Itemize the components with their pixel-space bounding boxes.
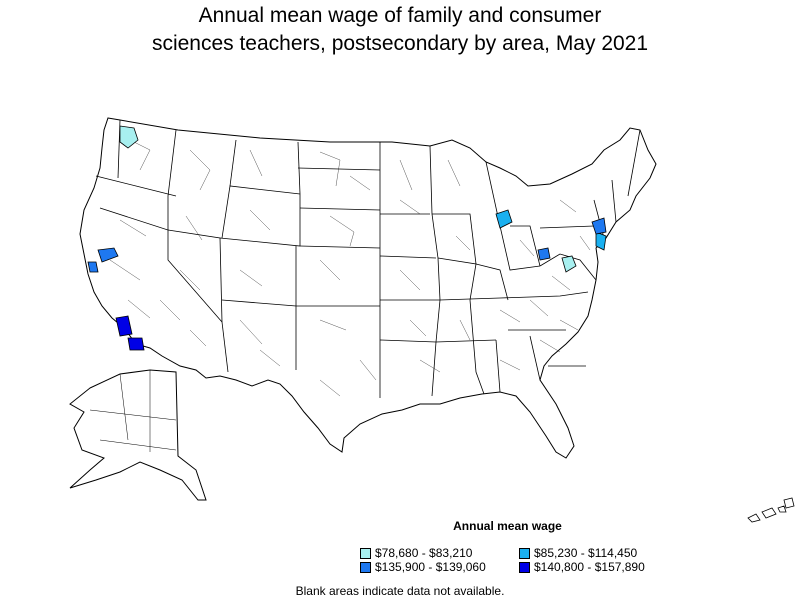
legend-swatch-tier3 (360, 561, 371, 573)
legend-label-tier2: $85,230 - $114,450 (534, 546, 638, 560)
area-tier4-los-angeles (115, 315, 133, 337)
legend-item-tier1: $78,680 - $83,210 (360, 546, 472, 560)
area-tier2-new-jersey (595, 231, 607, 251)
legend-swatch-tier4 (519, 561, 530, 573)
legend-title: Annual mean wage (453, 519, 562, 533)
legend-item-tier2: $85,230 - $114,450 (519, 546, 637, 560)
area-tier3-ohio (537, 247, 551, 261)
legend-label-tier3: $135,900 - $139,060 (375, 560, 486, 574)
map-title: Annual mean wage of family and consumer … (0, 2, 800, 58)
legend-label-tier4: $140,800 - $157,890 (534, 560, 645, 574)
area-tier3-sacramento (97, 247, 119, 263)
area-tier4-san-diego (127, 337, 145, 351)
area-tier2-michigan (495, 209, 513, 229)
map-title-line-2: sciences teachers, postsecondary by area… (151, 32, 649, 55)
legend-item-tier4: $140,800 - $157,890 (519, 560, 645, 574)
area-tier3-new-york (591, 217, 607, 235)
footnote: Blank areas indicate data not available. (295, 584, 505, 598)
legend-swatch-tier2 (519, 547, 530, 559)
wage-areas (87, 125, 607, 351)
hawaii-islands (747, 497, 795, 523)
map-title-line-1: Annual mean wage of family and consumer (198, 4, 602, 27)
legend-swatch-tier1 (360, 547, 371, 559)
state-borders (95, 119, 641, 398)
area-tier1-virginia (561, 255, 577, 273)
legend-label-tier1: $78,680 - $83,210 (375, 546, 473, 560)
area-borders (109, 139, 591, 397)
area-tier1-washington (119, 125, 139, 149)
alaska-outline (69, 369, 207, 501)
alaska-borders (89, 370, 177, 452)
legend-item-tier3: $135,900 - $139,060 (360, 560, 486, 574)
area-tier3-bay-area (87, 261, 99, 273)
contiguous-us-outline (79, 117, 657, 459)
